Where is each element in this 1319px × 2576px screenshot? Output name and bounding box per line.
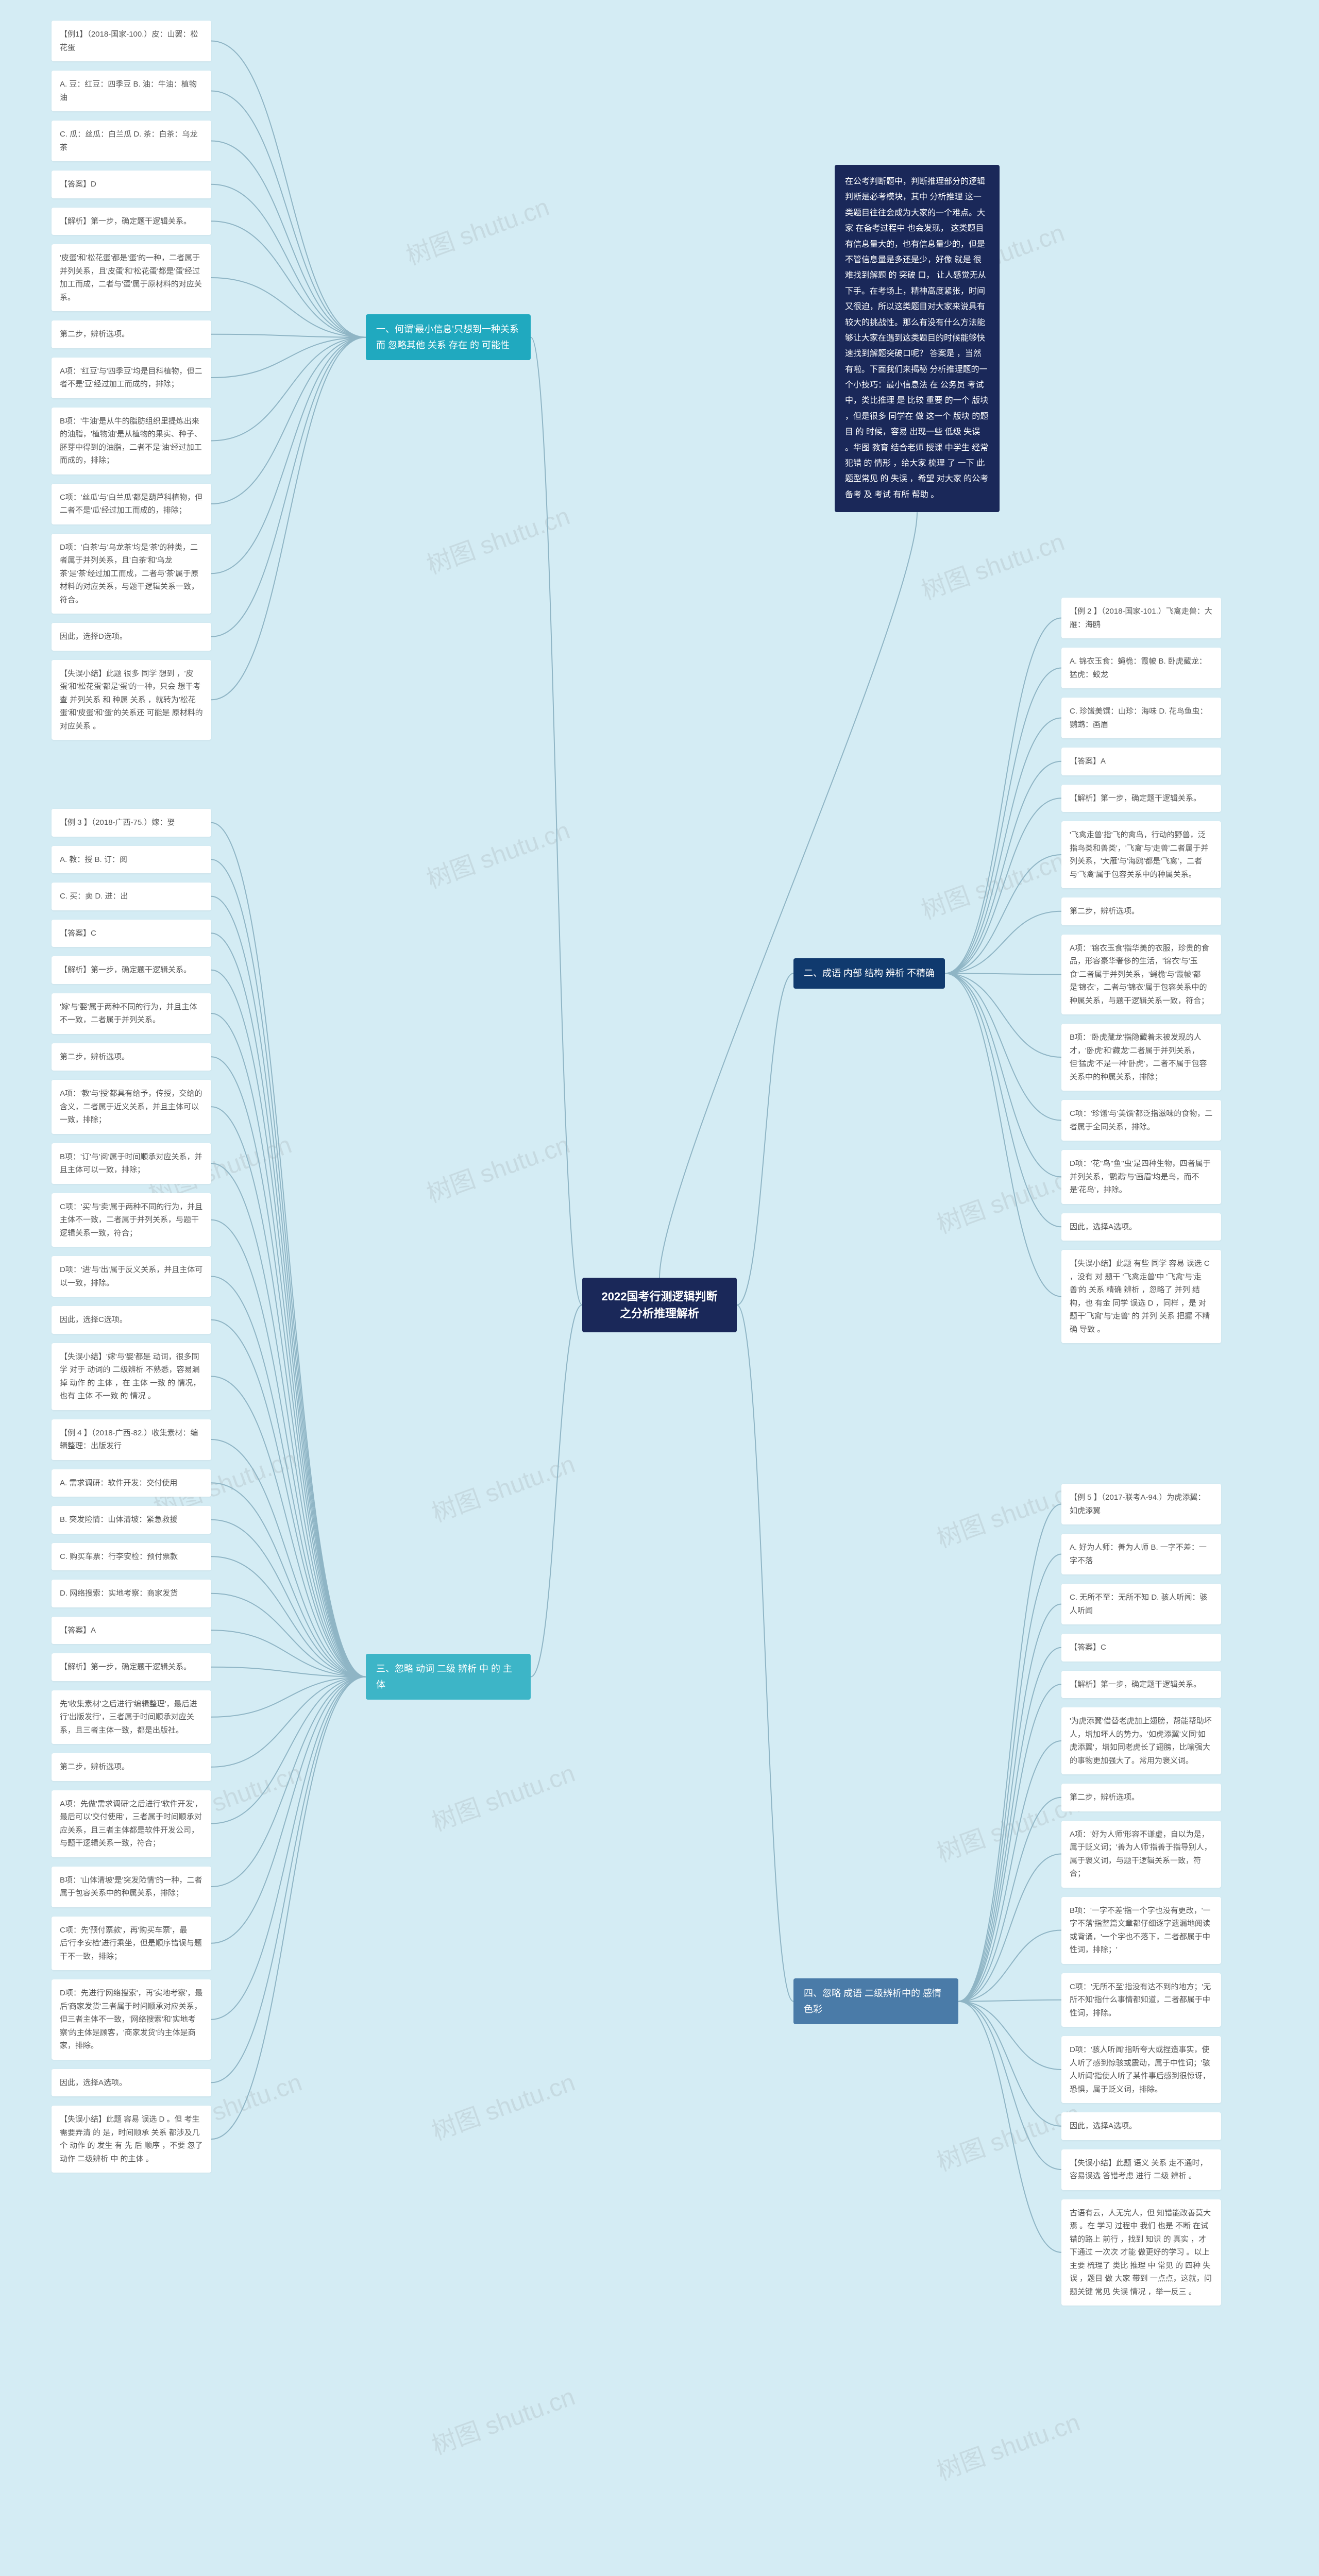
leaf-node: A. 锦衣玉食：蝇桅：霞帔 B. 卧虎藏龙：猛虎：蛟龙	[1061, 648, 1221, 688]
watermark: 树图 shutu.cn	[426, 1444, 579, 1529]
leaf-node: A项：先做'需求调研'之后进行'软件开发'，最后可以'交付使用'，三者属于时间顺…	[52, 1790, 211, 1857]
leaf-node: A项：'好为人师'形容不谦虚，自以为是，属于贬义词；'善为人师'指善于指导别人，…	[1061, 1821, 1221, 1888]
leaf-node: 【答案】D	[52, 171, 211, 198]
leaf-node: 【解析】第一步，确定题干逻辑关系。	[1061, 1671, 1221, 1699]
watermark: 树图 shutu.cn	[916, 521, 1069, 606]
leaf-node: B项：'牛油'是从牛的脂肪组织里提炼出来的油脂，'植物油'是从植物的果实、种子、…	[52, 408, 211, 474]
leaf-node: 古语有云，人无完人，但 知错能改善莫大焉 。在 学习 过程中 我们 也是 不断 …	[1061, 2199, 1221, 2306]
leaf-node: B项：'卧虎藏龙'指隐藏着未被发现的人才，'卧虎'和'藏龙'二者属于并列关系，但…	[1061, 1024, 1221, 1091]
leaf-node: 【例1】（2018-国家-100.）皮：山罢：松花蛋	[52, 21, 211, 61]
center-node: 2022国考行测逻辑判断之分析推理解析	[582, 1278, 737, 1332]
leaf-column-b1: 【例1】（2018-国家-100.）皮：山罢：松花蛋 A. 豆：红豆：四季豆 B.…	[52, 21, 211, 740]
leaf-column-b2: 【例 2 】（2018-国家-101.）飞禽走兽：大雁：海鸥 A. 锦衣玉食：蝇桅…	[1061, 598, 1221, 1343]
leaf-node: 第二步，辨析选项。	[52, 1753, 211, 1781]
leaf-node: 【例 5 】（2017-联考A-94.）为虎添翼：如虎添翼	[1061, 1484, 1221, 1524]
leaf-node: 【解析】第一步，确定题干逻辑关系。	[52, 956, 211, 984]
leaf-node: D. 网络搜索：实地考察：商家发货	[52, 1580, 211, 1607]
leaf-node: 因此，选择A选项。	[52, 2069, 211, 2097]
watermark: 树图 shutu.cn	[426, 2062, 579, 2147]
watermark: 树图 shutu.cn	[426, 2376, 579, 2461]
leaf-node: 【失误小结】此题 容易 误选 D 。但 考生需要弄清 的 是，时间顺承 关系 都…	[52, 2106, 211, 2173]
leaf-node: C. 无所不至：无所不知 D. 骇人听闻：骇人听闻	[1061, 1584, 1221, 1624]
leaf-node: A. 好为人师：善为人师 B. 一字不差：一字不落	[1061, 1534, 1221, 1574]
leaf-node: 因此，选择A选项。	[1061, 2112, 1221, 2140]
leaf-node: D项：'进'与'出'属于反义关系，并且主体可以一致，排除。	[52, 1256, 211, 1297]
leaf-node: C. 购买车票：行李安检：预付票款	[52, 1543, 211, 1571]
watermark: 树图 shutu.cn	[421, 1124, 574, 1209]
leaf-node: 先'收集素材'之后进行'编辑整理'，最后进行'出版发行'，三者属于时间顺承对应关…	[52, 1690, 211, 1744]
leaf-node: A. 需求调研：软件开发：交付使用	[52, 1469, 211, 1497]
leaf-node: 因此，选择D选项。	[52, 623, 211, 651]
leaf-node: C. 买：卖 D. 进：出	[52, 883, 211, 910]
leaf-node: 【例 2 】（2018-国家-101.）飞禽走兽：大雁：海鸥	[1061, 598, 1221, 638]
leaf-node: 【解析】第一步，确定题干逻辑关系。	[52, 208, 211, 235]
leaf-node: 【失误小结】此题 语义 关系 走不通时，容易误选 答错考虑 进行 二级 辨析 。	[1061, 2149, 1221, 2190]
leaf-node: C项：'无所不至'指没有达不到的地方；'无所不知'指什么事情都知道，二者都属于中…	[1061, 1973, 1221, 2027]
leaf-node: A. 教：授 B. 订：阅	[52, 846, 211, 874]
leaf-node: '皮蛋'和'松花蛋'都是'蛋'的一种，二者属于并列关系，且'皮蛋'和'松花蛋'都…	[52, 244, 211, 311]
leaf-node: '飞禽走兽'指'飞的禽鸟，行动的野兽，泛指鸟类和兽类'，'飞禽'与'走兽'二者属…	[1061, 821, 1221, 888]
leaf-node: D项：'花''鸟''鱼''虫'是四种生物，四者属于并列关系，'鹦鹉'与'画眉'均…	[1061, 1150, 1221, 1204]
leaf-node: B项：'订'与'阅'属于时间顺承对应关系，并且主体可以一致，排除；	[52, 1143, 211, 1184]
branch-node-b1: 一、何谓'最小信息'只想到一种关系 而 忽略其他 关系 存在 的 可能性	[366, 314, 531, 360]
leaf-node: 【失误小结】此题 有些 同学 容易 误选 C ，没有 对 题干 '飞禽走兽'中 …	[1061, 1250, 1221, 1343]
leaf-node: 【解析】第一步，确定题干逻辑关系。	[52, 1653, 211, 1681]
watermark: 树图 shutu.cn	[426, 1753, 579, 1838]
watermark: 树图 shutu.cn	[421, 810, 574, 895]
leaf-node: 【例 4 】（2018-广西-82.）收集素材：编辑整理：出版发行	[52, 1419, 211, 1460]
leaf-node: C项：'丝瓜'与'白兰瓜'都是葫芦科植物，但二者不是'瓜'经过加工而成的，排除；	[52, 484, 211, 524]
leaf-column-b3: 【例 3 】（2018-广西-75.）嫁：娶 A. 教：授 B. 订：阅 C. 买：…	[52, 809, 211, 2173]
leaf-node: D项：'骇人听闻'指听夸大或捏造事实，使人听了感到惊骇或震动，属于中性词；'骇人…	[1061, 2036, 1221, 2103]
leaf-node: A. 豆：红豆：四季豆 B. 油：牛油：植物油	[52, 71, 211, 111]
leaf-node: D项：'白茶'与'乌龙茶'均是'茶'的种类，二者属于并列关系，且'白茶'和'乌龙…	[52, 534, 211, 614]
leaf-node: 【答案】C	[1061, 1634, 1221, 1662]
leaf-node: C项：'买'与'卖'属于两种不同的行为，并且主体不一致，二者属于并列关系，与题干…	[52, 1193, 211, 1247]
leaf-node: 【答案】C	[52, 920, 211, 947]
leaf-node: '嫁'与'娶'属于两种不同的行为，并且主体不一致，二者属于并列关系。	[52, 993, 211, 1034]
leaf-node: D项：先进行'网络搜索'，再'实地考察'，最后'商家发货'三者属于时间顺承对应关…	[52, 1979, 211, 2060]
watermark: 树图 shutu.cn	[916, 841, 1069, 926]
watermark: 树图 shutu.cn	[931, 2402, 1084, 2487]
leaf-node: 【解析】第一步，确定题干逻辑关系。	[1061, 785, 1221, 812]
leaf-node: C. 瓜：丝瓜：白兰瓜 D. 茶：白茶：乌龙茶	[52, 121, 211, 161]
leaf-node: 【答案】A	[1061, 748, 1221, 775]
leaf-node: C项：先'预付票款'，再'购买车票'，最后'行李安检'进行乘坐，但是顺序错误与题…	[52, 1917, 211, 1971]
leaf-node: 【例 3 】（2018-广西-75.）嫁：娶	[52, 809, 211, 837]
leaf-node: 【失误小结】此题 很多 同学 想到 ，'皮蛋'和'松花蛋'都是'蛋'的一种，只会…	[52, 660, 211, 740]
branch-node-b3: 三、忽略 动词 二级 辨析 中 的 主体	[366, 1654, 531, 1700]
watermark: 树图 shutu.cn	[400, 187, 553, 272]
leaf-node: 因此，选择C选项。	[52, 1306, 211, 1334]
leaf-node: '为虎添翼'借替老虎加上翅膀，帮能帮助坏人，增加坏人的势力。'如虎添翼'义同'如…	[1061, 1707, 1221, 1774]
leaf-node: 第二步，辨析选项。	[52, 1043, 211, 1071]
watermark: 树图 shutu.cn	[421, 496, 574, 581]
leaf-node: B项：'一字不差'指一个字也没有更改，'一字不落'指整篇文章都仔细逐字遗漏地阅读…	[1061, 1897, 1221, 1964]
leaf-node: B. 突发险情：山体清坡：紧急救援	[52, 1506, 211, 1534]
leaf-node: B项：'山体清坡'是'突发险情'的一种，二者属于包容关系中的种属关系，排除；	[52, 1867, 211, 1907]
leaf-node: 第二步，辨析选项。	[1061, 897, 1221, 925]
leaf-node: 【答案】A	[52, 1617, 211, 1645]
branch-node-b4: 四、忽略 成语 二级辨析中的 感情色彩	[793, 1978, 958, 2024]
leaf-node: 第二步，辨析选项。	[52, 320, 211, 348]
leaf-node: C项：'珍馐'与'美馔'都泛指滋味的食物，二者属于全同关系，排除。	[1061, 1100, 1221, 1141]
leaf-node: A项：'红豆'与'四季豆'均是目科植物，但二者不是'豆'经过加工而成的，排除；	[52, 358, 211, 398]
intro-node: 在公考判断题中，判断推理部分的逻辑判断是必考模块，其中 分析推理 这一类题目往往…	[835, 165, 1000, 512]
leaf-node: C. 珍馐美馔：山珍：海味 D. 花鸟鱼虫：鹦鹉：画眉	[1061, 698, 1221, 738]
leaf-node: A项：'教'与'授'都具有给予，传授，交给的含义，二者属于近义关系，并且主体可以…	[52, 1080, 211, 1134]
leaf-node: 第二步，辨析选项。	[1061, 1784, 1221, 1811]
leaf-node: 因此，选择A选项。	[1061, 1213, 1221, 1241]
leaf-column-b4: 【例 5 】（2017-联考A-94.）为虎添翼：如虎添翼 A. 好为人师：善为人…	[1061, 1484, 1221, 2306]
leaf-node: A项：'锦衣玉食'指华美的衣服，珍贵的食品，形容豪华奢侈的生活，'锦衣'与'玉食…	[1061, 935, 1221, 1015]
branch-node-b2: 二、成语 内部 结构 辨析 不精确	[793, 958, 945, 989]
leaf-node: 【失误小结】'嫁'与'娶'都是 动词，很多同学 对于 动词的 二级辨析 不熟悉，…	[52, 1343, 211, 1410]
